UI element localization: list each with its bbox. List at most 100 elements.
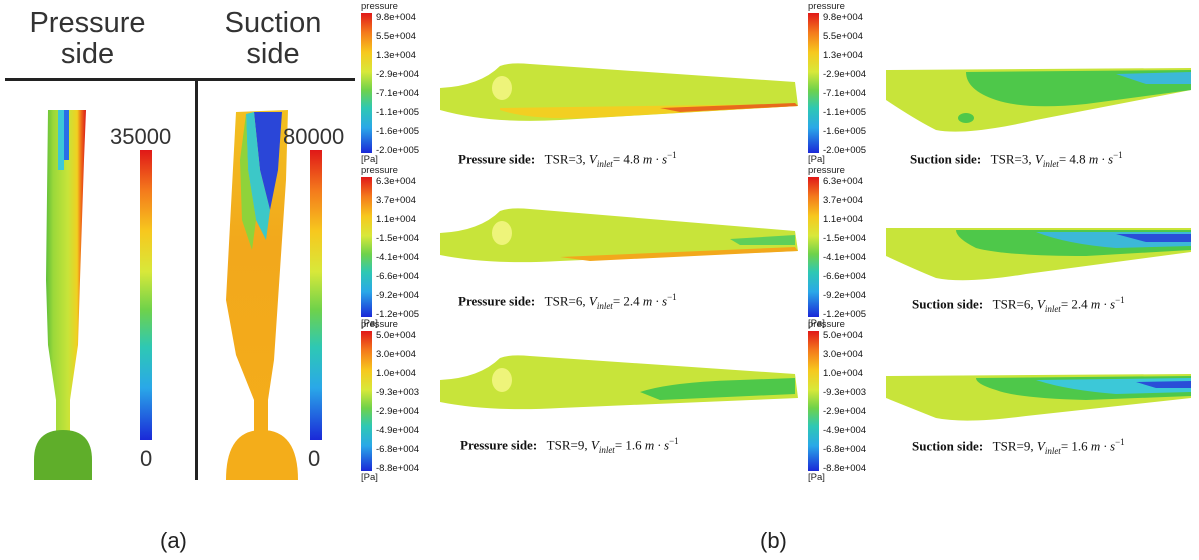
legend-unit: [Pa]	[361, 154, 378, 165]
legend-tick: 6.3e+004	[823, 176, 863, 187]
legend-pressure-row1: pressure 9.8e+004 5.5e+004 1.3e+004 -2.9…	[361, 2, 431, 167]
legend-tick: 3.0e+004	[376, 349, 416, 360]
caption-v: V	[588, 293, 597, 309]
legend-tick: -1.1e+005	[376, 107, 420, 118]
suction-blade-tsr3	[886, 68, 1191, 132]
pressure-side-header: Pressure side	[5, 8, 170, 70]
legend-tick: -6.6e+004	[376, 271, 420, 282]
legend-tick: -6.6e+004	[823, 271, 867, 282]
caption-v: V	[590, 437, 599, 453]
suction-side-header: Suction side	[193, 8, 353, 70]
legend-tick: -1.2e+005	[376, 309, 420, 320]
legend-tick: 9.8e+004	[823, 12, 863, 23]
suction-header-line2: side	[246, 38, 300, 70]
suction-header-line1: Suction	[224, 7, 322, 39]
caption-pressure-tsr6: Pressure side: TSR=6, Vinlet= 2.4 m · s−…	[458, 292, 677, 311]
legend-tick: 1.3e+004	[376, 50, 416, 61]
caption-v: V	[1036, 438, 1045, 454]
caption-tsr: TSR=6,	[544, 293, 586, 309]
legend-tick: -6.8e+004	[376, 444, 420, 455]
legend-tick: 1.0e+004	[823, 368, 863, 379]
caption-unit: m · s	[644, 437, 670, 453]
legend-tick: 3.0e+004	[823, 349, 863, 360]
legend-tick: -2.0e+005	[376, 145, 420, 156]
caption-unit: m · s	[642, 151, 668, 167]
caption-pressure-tsr9: Pressure side: TSR=9, Vinlet= 1.6 m · s−…	[460, 436, 679, 455]
caption-tsr: TSR=3,	[990, 151, 1032, 167]
legend-tick: -2.9e+004	[376, 69, 420, 80]
legend-tick: 1.3e+004	[823, 50, 863, 61]
legend-tick: 3.7e+004	[376, 195, 416, 206]
legend-pressure-row3: pressure 5.0e+004 3.0e+004 1.0e+004 -9.3…	[361, 320, 431, 485]
pressure-header-line1: Pressure	[29, 7, 146, 39]
legend-tick: 5.0e+004	[376, 330, 416, 341]
legend-tick: -6.8e+004	[823, 444, 867, 455]
legend-title: pressure	[361, 319, 398, 330]
caption-side-label: Pressure side:	[460, 437, 538, 453]
panel-a-label: (a)	[160, 528, 187, 553]
legend-tick: -4.1e+004	[823, 252, 867, 263]
pressure-blade-tsr3	[440, 63, 798, 121]
caption-unit: m · s	[1090, 296, 1116, 312]
caption-v-value: = 1.6	[1060, 438, 1088, 454]
caption-exp: −1	[1115, 437, 1125, 447]
pressure-side-blade	[34, 110, 92, 480]
legend-pressure-row2: pressure 6.3e+004 3.7e+004 1.1e+004 -1.5…	[361, 166, 431, 331]
caption-v-value: = 4.8	[1058, 151, 1086, 167]
caption-v: V	[588, 151, 597, 167]
legend-tick: 5.5e+004	[823, 31, 863, 42]
suction-colorbar	[310, 150, 322, 440]
legend-tick: -9.3e+003	[823, 387, 867, 398]
caption-v: V	[1034, 151, 1043, 167]
legend-tick: -8.8e+004	[376, 463, 420, 474]
legend-suction-row3: pressure 5.0e+004 3.0e+004 1.0e+004 -9.3…	[808, 320, 878, 485]
legend-suction-row1: pressure 9.8e+004 5.5e+004 1.3e+004 -2.9…	[808, 2, 878, 167]
legend-tick: -1.1e+005	[823, 107, 867, 118]
caption-v-value: = 1.6	[614, 437, 642, 453]
legend-tick: -2.9e+004	[823, 69, 867, 80]
legend-tick: 1.1e+004	[823, 214, 863, 225]
legend-suction-row2: pressure 6.3e+004 3.7e+004 1.1e+004 -1.5…	[808, 166, 878, 331]
legend-title: pressure	[808, 165, 845, 176]
legend-tick: 9.8e+004	[376, 12, 416, 23]
pressure-scale-min: 0	[140, 446, 153, 471]
legend-title: pressure	[361, 1, 398, 12]
legend-tick: -9.2e+004	[376, 290, 420, 301]
legend-tick: -1.5e+004	[823, 233, 867, 244]
legend-tick: 1.1e+004	[376, 214, 416, 225]
legend-tick: -9.2e+004	[823, 290, 867, 301]
legend-colorbar	[808, 331, 819, 471]
legend-colorbar	[361, 177, 372, 317]
legend-tick: -2.0e+005	[823, 145, 867, 156]
pressure-scale-max: 35000	[110, 124, 172, 149]
caption-exp: −1	[1115, 295, 1125, 305]
caption-side-label: Pressure side:	[458, 151, 536, 167]
legend-colorbar	[808, 177, 819, 317]
legend-tick: 5.0e+004	[823, 330, 863, 341]
legend-tick: 3.7e+004	[823, 195, 863, 206]
legend-unit: [Pa]	[808, 318, 825, 329]
caption-suction-tsr3: Suction side: TSR=3, Vinlet= 4.8 m · s−1	[910, 150, 1123, 169]
panel-b-label: (b)	[760, 528, 787, 553]
caption-tsr: TSR=9,	[992, 438, 1034, 454]
caption-tsr: TSR=3,	[544, 151, 586, 167]
legend-title: pressure	[808, 319, 845, 330]
legend-tick: -4.9e+004	[376, 425, 420, 436]
caption-exp: −1	[669, 436, 679, 446]
legend-tick: -1.6e+005	[376, 126, 420, 137]
caption-suction-tsr6: Suction side: TSR=6, Vinlet= 2.4 m · s−1	[912, 295, 1125, 314]
legend-tick: 1.0e+004	[376, 368, 416, 379]
legend-tick: -4.1e+004	[376, 252, 420, 263]
caption-side-label: Suction side:	[912, 296, 984, 312]
pressure-header-line2: side	[60, 38, 115, 70]
legend-tick: -9.3e+003	[376, 387, 420, 398]
caption-exp: −1	[667, 150, 677, 160]
legend-tick: -2.9e+004	[823, 406, 867, 417]
caption-tsr: TSR=6,	[992, 296, 1034, 312]
legend-title: pressure	[361, 165, 398, 176]
vertical-divider	[195, 78, 198, 480]
suction-side-blade	[226, 110, 298, 480]
pressure-colorbar	[140, 150, 152, 440]
caption-tsr: TSR=9,	[546, 437, 588, 453]
pressure-blade-tsr9	[440, 355, 798, 410]
